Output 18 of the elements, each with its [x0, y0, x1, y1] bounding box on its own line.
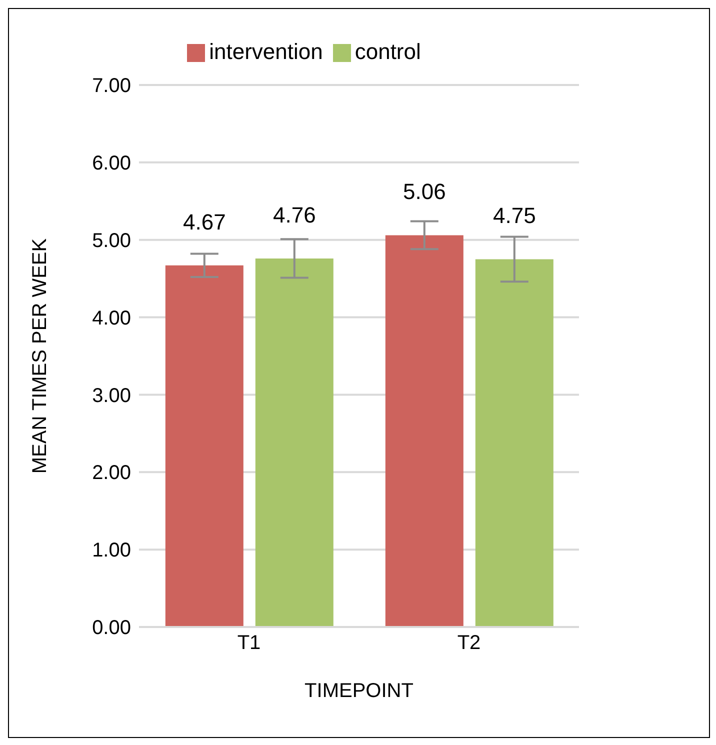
- y-axis-title: MEAN TIMES PER WEEK: [29, 238, 52, 474]
- data-label: 4.76: [272, 202, 316, 228]
- legend-label: intervention: [209, 39, 323, 64]
- x-tick-label: T2: [457, 632, 481, 654]
- x-axis-title: TIMEPOINT: [304, 680, 414, 702]
- y-tick-label: 6.00: [92, 152, 131, 175]
- y-tick-label: 2.00: [92, 462, 131, 484]
- y-tick-label: 7.00: [92, 75, 131, 98]
- y-tick-label: 5.00: [92, 230, 131, 252]
- y-tick-label: 0.00: [92, 617, 131, 640]
- data-label: 4.75: [492, 203, 536, 228]
- x-tick-label: T1: [237, 632, 261, 654]
- data-label: 5.06: [402, 179, 446, 204]
- legend-label: control: [354, 39, 421, 64]
- y-tick-label: 3.00: [92, 384, 131, 407]
- data-label: 4.67: [182, 209, 226, 234]
- y-tick-label: 1.00: [92, 540, 131, 562]
- y-tick-label: 4.00: [92, 307, 131, 330]
